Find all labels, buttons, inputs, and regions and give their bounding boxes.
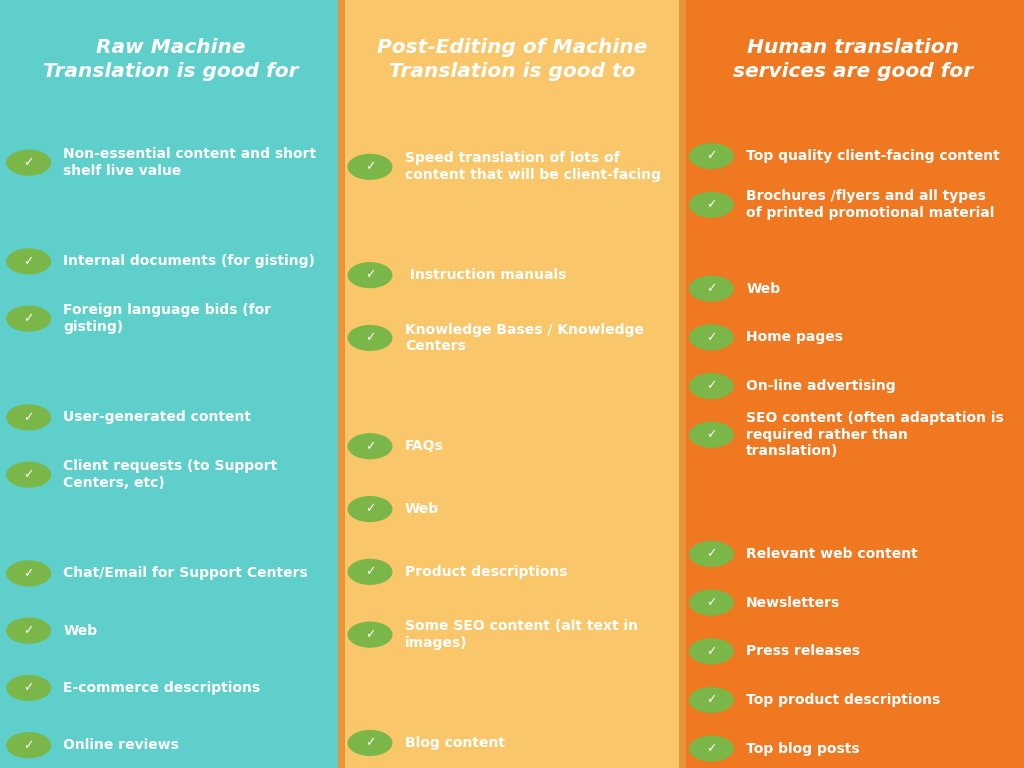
- Text: Brochures /flyers and all types
of printed promotional material: Brochures /flyers and all types of print…: [746, 190, 994, 220]
- Text: E-commerce descriptions: E-commerce descriptions: [63, 681, 261, 695]
- Text: Online reviews: Online reviews: [63, 738, 179, 752]
- Ellipse shape: [6, 462, 51, 488]
- Text: ✓: ✓: [365, 565, 375, 578]
- Text: ✓: ✓: [365, 628, 375, 641]
- Text: Web: Web: [746, 282, 780, 296]
- Ellipse shape: [689, 276, 734, 302]
- Text: ✓: ✓: [707, 150, 717, 163]
- Text: Home pages: Home pages: [746, 330, 843, 344]
- Text: ✓: ✓: [707, 548, 717, 561]
- Text: ✓: ✓: [365, 502, 375, 515]
- FancyBboxPatch shape: [341, 0, 683, 768]
- Text: Some SEO content (alt text in
images): Some SEO content (alt text in images): [404, 619, 638, 650]
- Ellipse shape: [347, 730, 392, 756]
- Text: ✓: ✓: [24, 156, 34, 169]
- Ellipse shape: [6, 732, 51, 758]
- Text: ✓: ✓: [365, 737, 375, 750]
- Text: Relevant web content: Relevant web content: [746, 547, 918, 561]
- Text: Web: Web: [63, 624, 97, 637]
- Text: Product descriptions: Product descriptions: [404, 564, 567, 579]
- Text: Post-Editing of Machine
Translation is good to: Post-Editing of Machine Translation is g…: [377, 38, 647, 81]
- Ellipse shape: [347, 262, 392, 288]
- Text: ✓: ✓: [707, 282, 717, 295]
- Ellipse shape: [689, 541, 734, 567]
- Text: SEO content (often adaptation is
required rather than
translation): SEO content (often adaptation is require…: [746, 411, 1004, 458]
- Text: Foreign language bids (for
gisting): Foreign language bids (for gisting): [63, 303, 271, 334]
- Ellipse shape: [689, 143, 734, 169]
- Ellipse shape: [6, 561, 51, 587]
- Text: Web: Web: [404, 502, 439, 516]
- Ellipse shape: [6, 617, 51, 644]
- Text: ✓: ✓: [365, 332, 375, 344]
- Ellipse shape: [347, 559, 392, 585]
- Ellipse shape: [689, 687, 734, 713]
- FancyBboxPatch shape: [0, 0, 341, 768]
- Ellipse shape: [6, 404, 51, 430]
- Ellipse shape: [689, 324, 734, 350]
- Text: ✓: ✓: [707, 645, 717, 657]
- Ellipse shape: [6, 675, 51, 701]
- Ellipse shape: [347, 154, 392, 180]
- Ellipse shape: [347, 325, 392, 351]
- Ellipse shape: [689, 638, 734, 664]
- Text: On-line advertising: On-line advertising: [746, 379, 896, 393]
- Text: Top product descriptions: Top product descriptions: [746, 693, 940, 707]
- Ellipse shape: [689, 422, 734, 448]
- Text: Press releases: Press releases: [746, 644, 860, 658]
- Text: ✓: ✓: [24, 255, 34, 268]
- Ellipse shape: [689, 736, 734, 762]
- Ellipse shape: [689, 373, 734, 399]
- Text: FAQs: FAQs: [404, 439, 443, 453]
- FancyBboxPatch shape: [679, 0, 686, 768]
- Text: Raw Machine
Translation is good for: Raw Machine Translation is good for: [43, 38, 298, 81]
- Ellipse shape: [689, 590, 734, 616]
- Text: Internal documents (for gisting): Internal documents (for gisting): [63, 254, 315, 268]
- Text: ✓: ✓: [365, 440, 375, 453]
- Ellipse shape: [347, 496, 392, 522]
- Text: ✓: ✓: [707, 742, 717, 755]
- Text: ✓: ✓: [24, 411, 34, 424]
- Text: Human translation
services are good for: Human translation services are good for: [733, 38, 974, 81]
- FancyBboxPatch shape: [683, 0, 1024, 768]
- Text: ✓: ✓: [24, 312, 34, 325]
- Text: Top blog posts: Top blog posts: [746, 742, 860, 756]
- Text: ✓: ✓: [707, 379, 717, 392]
- Text: ✓: ✓: [24, 567, 34, 580]
- Text: ✓: ✓: [24, 681, 34, 694]
- Text: ✓: ✓: [365, 161, 375, 174]
- Text: ✓: ✓: [707, 694, 717, 707]
- Text: ✓: ✓: [24, 468, 34, 481]
- Text: ✓: ✓: [707, 331, 717, 344]
- Text: User-generated content: User-generated content: [63, 410, 252, 425]
- Ellipse shape: [6, 150, 51, 176]
- Text: ✓: ✓: [707, 198, 717, 211]
- Text: Speed translation of lots of
content that will be client-facing: Speed translation of lots of content tha…: [404, 151, 660, 182]
- Ellipse shape: [689, 192, 734, 218]
- Text: ✓: ✓: [707, 596, 717, 609]
- Ellipse shape: [6, 306, 51, 332]
- Text: ✓: ✓: [365, 269, 375, 282]
- Text: Client requests (to Support
Centers, etc): Client requests (to Support Centers, etc…: [63, 459, 278, 490]
- Text: ✓: ✓: [24, 739, 34, 752]
- Ellipse shape: [347, 433, 392, 459]
- Ellipse shape: [347, 621, 392, 647]
- Ellipse shape: [6, 248, 51, 274]
- Text: ✓: ✓: [707, 429, 717, 441]
- Text: Chat/Email for Support Centers: Chat/Email for Support Centers: [63, 566, 308, 581]
- Text: ✓: ✓: [24, 624, 34, 637]
- Text: Instruction manuals: Instruction manuals: [404, 268, 566, 282]
- Text: Newsletters: Newsletters: [746, 596, 841, 610]
- Text: Top quality client-facing content: Top quality client-facing content: [746, 149, 999, 163]
- FancyBboxPatch shape: [338, 0, 345, 768]
- Text: Non-essential content and short
shelf live value: Non-essential content and short shelf li…: [63, 147, 316, 178]
- Text: Knowledge Bases / Knowledge
Centers: Knowledge Bases / Knowledge Centers: [404, 323, 644, 353]
- Text: Blog content: Blog content: [404, 736, 505, 750]
